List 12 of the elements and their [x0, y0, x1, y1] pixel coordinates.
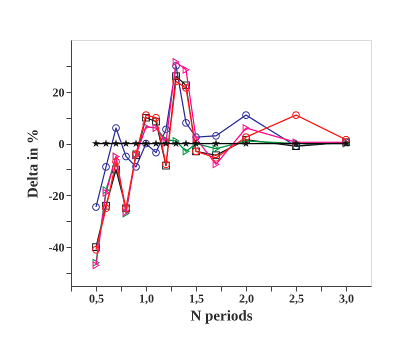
y-tick-label: 0 [58, 137, 64, 152]
y-tick-label: 20 [52, 85, 64, 100]
x-tick-label: 3,0 [339, 292, 354, 306]
x-tick-label: 1,5 [189, 292, 204, 306]
x-tick-label: 1,0 [139, 292, 154, 306]
x-tick-label: 0,5 [89, 292, 104, 306]
x-tick-label: 2,5 [289, 292, 304, 306]
y-tick-label: -40 [48, 240, 64, 255]
y-axis-title: Delta in % [26, 128, 42, 198]
y-tick-label: -20 [48, 188, 64, 203]
x-axis-title: N periods [190, 308, 253, 324]
x-tick-label: 2,0 [239, 292, 254, 306]
